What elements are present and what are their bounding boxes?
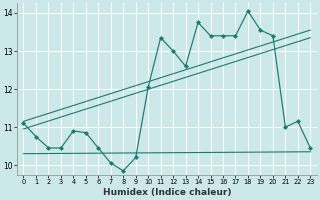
X-axis label: Humidex (Indice chaleur): Humidex (Indice chaleur) <box>103 188 231 197</box>
